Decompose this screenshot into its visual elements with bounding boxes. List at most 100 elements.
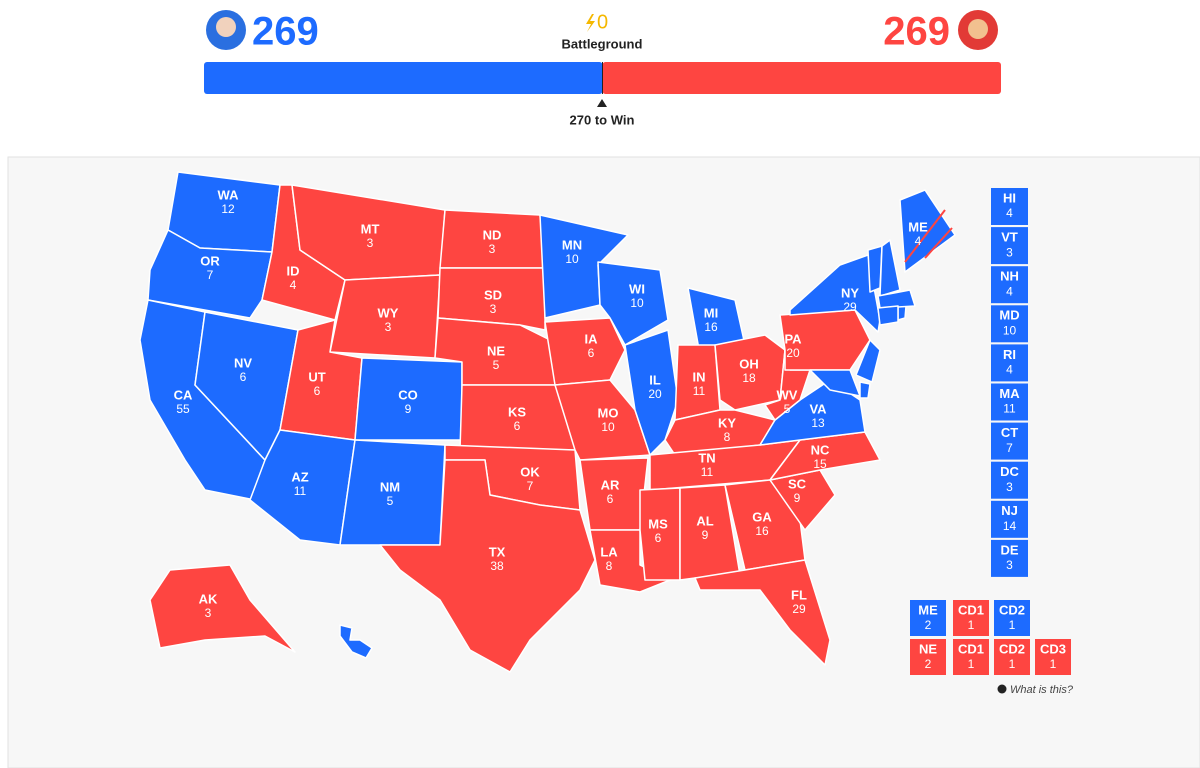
state-box[interactable] — [991, 383, 1028, 421]
state-abbr: MA — [999, 386, 1020, 401]
state-box[interactable] — [991, 188, 1028, 225]
lightning-icon — [586, 14, 595, 32]
state-abbr: SC — [788, 476, 807, 491]
state-abbr: AK — [199, 591, 218, 606]
state-abbr: MI — [704, 305, 718, 320]
state-votes: 5 — [784, 402, 791, 416]
state-votes: 14 — [1003, 519, 1017, 533]
state-box[interactable] — [991, 344, 1028, 382]
help-link[interactable]: What is this? — [1010, 684, 1074, 696]
state-votes: 3 — [1006, 558, 1013, 572]
state-shape[interactable] — [877, 305, 899, 326]
state-abbr: AL — [696, 513, 713, 528]
state-votes: 16 — [755, 524, 769, 538]
state-abbr: IA — [585, 331, 599, 346]
state-shape[interactable] — [149, 564, 296, 653]
state-abbr: NH — [1000, 269, 1019, 284]
split-stripe — [924, 227, 953, 259]
state-shape[interactable] — [769, 431, 881, 481]
state-box[interactable] — [991, 266, 1028, 304]
state-box[interactable] — [991, 500, 1028, 538]
state-shape[interactable] — [897, 305, 907, 321]
battleground-label: Battleground — [562, 36, 643, 51]
state-shape[interactable] — [437, 267, 546, 331]
state-votes: 10 — [1003, 323, 1017, 337]
state-votes: 7 — [527, 479, 534, 493]
district-votes: 1 — [968, 618, 975, 632]
district-name-box[interactable] — [994, 639, 1030, 675]
state-shape[interactable] — [579, 457, 649, 531]
state-abbr: ME — [908, 219, 928, 234]
state-votes: 55 — [176, 402, 190, 416]
state-box[interactable] — [991, 422, 1028, 460]
district-votes: 1 — [1009, 618, 1016, 632]
state-votes: 10 — [630, 296, 644, 310]
state-abbr: NE — [487, 343, 505, 358]
state-votes: 7 — [207, 268, 214, 282]
district-name: CD1 — [958, 602, 984, 617]
state-votes: 3 — [205, 606, 212, 620]
state-votes: 7 — [1006, 441, 1013, 455]
dem-bar — [204, 62, 603, 94]
district-name: CD2 — [999, 641, 1025, 656]
state-abbr: IN — [693, 369, 706, 384]
state-shape[interactable] — [339, 624, 373, 659]
state-abbr: MS — [648, 516, 668, 531]
state-votes: 16 — [704, 320, 718, 334]
state-abbr: MO — [598, 405, 619, 420]
state-abbr: CT — [1001, 425, 1018, 440]
split-state-box[interactable] — [910, 600, 946, 636]
state-shape[interactable] — [147, 229, 273, 319]
state-abbr: SD — [484, 287, 502, 302]
state-shape[interactable] — [879, 239, 901, 297]
state-votes: 18 — [742, 371, 756, 385]
state-votes: 29 — [792, 602, 806, 616]
state-abbr: TN — [698, 450, 715, 465]
split-state-box[interactable] — [910, 639, 946, 675]
state-votes: 20 — [786, 346, 800, 360]
state-labels: WA12OR7CA55NV6ID4MT3WY3UT6AZ11CO9NM5ND3S… — [174, 187, 928, 620]
state-abbr: KY — [718, 415, 736, 430]
state-votes: 4 — [1006, 363, 1013, 377]
state-votes: 4 — [1006, 284, 1013, 298]
state-shape[interactable] — [855, 339, 881, 383]
district-name-box[interactable] — [953, 600, 989, 636]
state-votes: 11 — [701, 465, 714, 479]
state-votes: 9 — [405, 402, 412, 416]
state-shape[interactable] — [639, 487, 681, 581]
rep-bar — [602, 62, 1001, 94]
state-shape[interactable] — [379, 459, 596, 673]
district-name-box[interactable] — [1035, 639, 1071, 675]
state-votes: 10 — [565, 252, 579, 266]
state-shape[interactable] — [759, 379, 866, 446]
state-box[interactable] — [991, 305, 1028, 343]
state-votes: 8 — [724, 430, 731, 444]
state-votes: 3 — [1006, 245, 1013, 259]
state-shape[interactable] — [789, 254, 881, 333]
state-box[interactable] — [991, 461, 1028, 499]
district-name-box[interactable] — [953, 639, 989, 675]
state-shape[interactable] — [859, 381, 871, 399]
state-shape[interactable] — [694, 559, 831, 666]
state-abbr: WV — [777, 387, 798, 402]
win-label: 270 to Win — [570, 112, 635, 127]
state-shape[interactable] — [544, 317, 626, 386]
state-votes: 6 — [314, 384, 321, 398]
state-abbr: NJ — [1001, 503, 1018, 518]
state-abbr: WI — [629, 281, 645, 296]
state-votes: 11 — [294, 484, 307, 498]
state-votes: 12 — [221, 202, 235, 216]
state-box[interactable] — [991, 227, 1028, 265]
state-votes: 8 — [606, 559, 613, 573]
state-abbr: GA — [752, 509, 772, 524]
state-abbr: WA — [218, 187, 240, 202]
state-votes: 11 — [693, 384, 706, 398]
state-shapes — [139, 171, 956, 673]
state-abbr: NC — [811, 442, 830, 457]
state-abbr: RI — [1003, 347, 1016, 362]
state-box[interactable] — [991, 539, 1028, 577]
state-shape[interactable] — [877, 289, 916, 309]
district-name-box[interactable] — [994, 600, 1030, 636]
state-votes: 11 — [1003, 402, 1016, 416]
